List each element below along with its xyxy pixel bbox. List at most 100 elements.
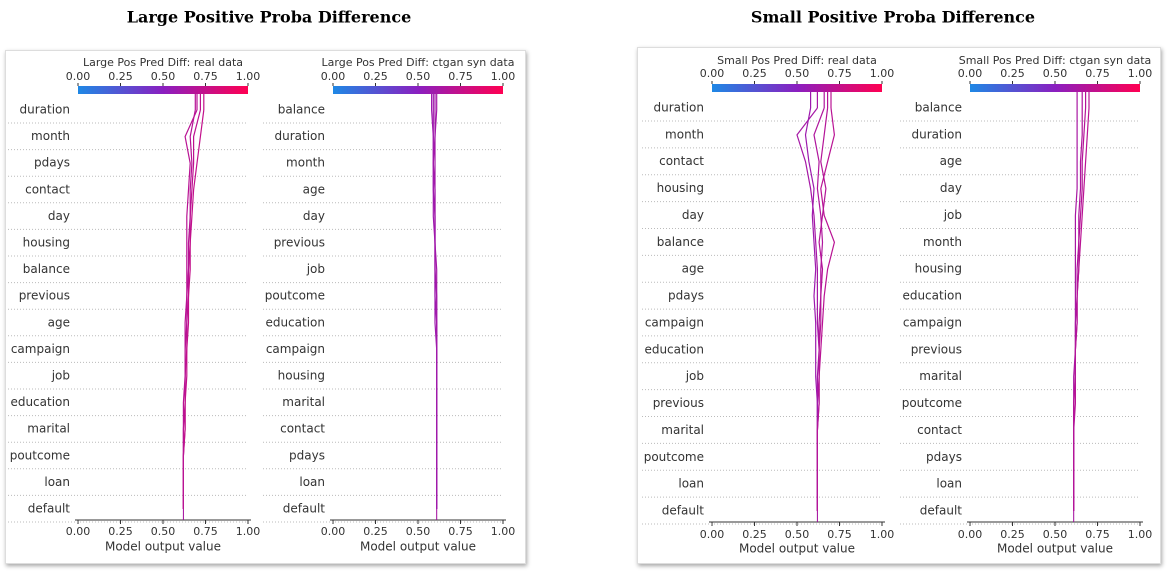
- feature-label: day: [940, 181, 962, 195]
- feature-label: marital: [27, 422, 70, 436]
- feature-label: default: [662, 504, 705, 518]
- feature-label: loan: [936, 477, 962, 491]
- colorbar-tick-label: 0.75: [1085, 67, 1110, 80]
- x-tick-label: 0.75: [827, 528, 852, 541]
- feature-label: day: [303, 209, 325, 223]
- colorbar-tick-label: 0.25: [1000, 67, 1025, 80]
- colorbar: [712, 84, 882, 92]
- feature-label: campaign: [266, 342, 325, 356]
- feature-label: previous: [653, 396, 704, 410]
- colorbar-tick-label: 0.00: [321, 70, 346, 83]
- feature-label: balance: [657, 235, 704, 249]
- feature-label: poutcome: [265, 289, 325, 303]
- decision-line: [432, 110, 438, 509]
- feature-label: loan: [299, 475, 325, 489]
- feature-label: contact: [280, 422, 325, 436]
- feature-label: education: [10, 395, 70, 409]
- colorbar-tick-label: 0.25: [363, 70, 388, 83]
- feature-label: job: [306, 262, 325, 276]
- colorbar-title: Small Pos Pred Diff: real data: [717, 54, 877, 67]
- feature-label: campaign: [903, 315, 962, 329]
- colorbar-title: Small Pos Pred Diff: ctgan syn data: [959, 54, 1152, 67]
- feature-label: housing: [657, 181, 704, 195]
- colorbar-tick-label: 1.00: [870, 67, 895, 80]
- x-tick-label: 0.75: [1085, 528, 1110, 541]
- colorbar-tick-label: 0.25: [108, 70, 133, 83]
- x-axis-label: Model output value: [105, 540, 221, 554]
- feature-label: job: [943, 208, 962, 222]
- colorbar-title: Large Pos Pred Diff: real data: [83, 56, 243, 69]
- colorbar-tick-label: 0.50: [406, 70, 431, 83]
- colorbar-tick-label: 0.50: [151, 70, 176, 83]
- feature-label: pdays: [668, 289, 704, 303]
- colorbar-title: Large Pos Pred Diff: ctgan syn data: [322, 56, 515, 69]
- x-tick-label: 0.25: [742, 528, 767, 541]
- decision-line: [796, 107, 820, 511]
- x-tick-label: 0.00: [66, 525, 91, 538]
- colorbar-tick-label: 1.00: [1128, 67, 1153, 80]
- x-tick-label: 0.25: [363, 525, 388, 538]
- feature-label: housing: [915, 262, 962, 276]
- x-tick-label: 1.00: [870, 528, 895, 541]
- colorbar-tick-label: 0.25: [742, 67, 767, 80]
- feature-label: default: [920, 504, 963, 518]
- feature-label: contact: [25, 182, 70, 196]
- feature-label: default: [283, 502, 326, 516]
- feature-label: age: [682, 262, 704, 276]
- feature-label: previous: [19, 289, 70, 303]
- feature-label: day: [48, 209, 70, 223]
- decision-line: [1073, 107, 1087, 511]
- x-tick-label: 1.00: [491, 525, 516, 538]
- colorbar: [78, 86, 248, 94]
- feature-label: marital: [919, 369, 962, 383]
- heading: Large Positive Proba Difference: [127, 8, 412, 27]
- feature-label: loan: [678, 477, 704, 491]
- feature-label: marital: [661, 423, 704, 437]
- feature-label: poutcome: [902, 396, 962, 410]
- feature-label: pdays: [34, 156, 70, 170]
- x-tick-label: 0.50: [1043, 528, 1068, 541]
- feature-label: education: [265, 315, 325, 329]
- feature-label: age: [303, 182, 325, 196]
- feature-label: month: [286, 156, 325, 170]
- feature-label: job: [51, 369, 70, 383]
- colorbar: [333, 86, 503, 94]
- x-tick-label: 0.50: [151, 525, 176, 538]
- feature-label: loan: [44, 475, 70, 489]
- feature-label: month: [31, 129, 70, 143]
- feature-label: pdays: [926, 450, 962, 464]
- x-tick-label: 0.50: [785, 528, 810, 541]
- feature-label: duration: [20, 103, 71, 117]
- feature-label: campaign: [11, 342, 70, 356]
- feature-label: duration: [654, 101, 705, 115]
- colorbar-tick-label: 0.50: [1043, 67, 1068, 80]
- feature-label: default: [28, 502, 71, 516]
- feature-label: duration: [275, 129, 326, 143]
- x-tick-label: 1.00: [236, 525, 261, 538]
- feature-label: education: [902, 289, 962, 303]
- feature-label: duration: [912, 127, 963, 141]
- feature-label: housing: [23, 236, 70, 250]
- colorbar-tick-label: 0.50: [785, 67, 810, 80]
- x-axis-label: Model output value: [360, 540, 476, 554]
- colorbar-tick-label: 0.75: [193, 70, 218, 83]
- x-tick-label: 0.75: [448, 525, 473, 538]
- heading: Small Positive Proba Difference: [751, 8, 1035, 27]
- feature-label: age: [48, 315, 70, 329]
- x-tick-label: 1.00: [1128, 528, 1153, 541]
- feature-label: day: [682, 208, 704, 222]
- x-tick-label: 0.75: [193, 525, 218, 538]
- colorbar-tick-label: 0.00: [700, 67, 725, 80]
- x-tick-label: 0.25: [1000, 528, 1025, 541]
- feature-label: contact: [917, 423, 962, 437]
- panel-left: [5, 50, 526, 564]
- colorbar: [970, 84, 1140, 92]
- decision-line: [182, 109, 198, 509]
- feature-label: pdays: [289, 448, 325, 462]
- feature-label: month: [923, 235, 962, 249]
- feature-label: balance: [915, 101, 962, 115]
- feature-label: contact: [659, 154, 704, 168]
- colorbar-tick-label: 1.00: [491, 70, 516, 83]
- feature-label: job: [685, 369, 704, 383]
